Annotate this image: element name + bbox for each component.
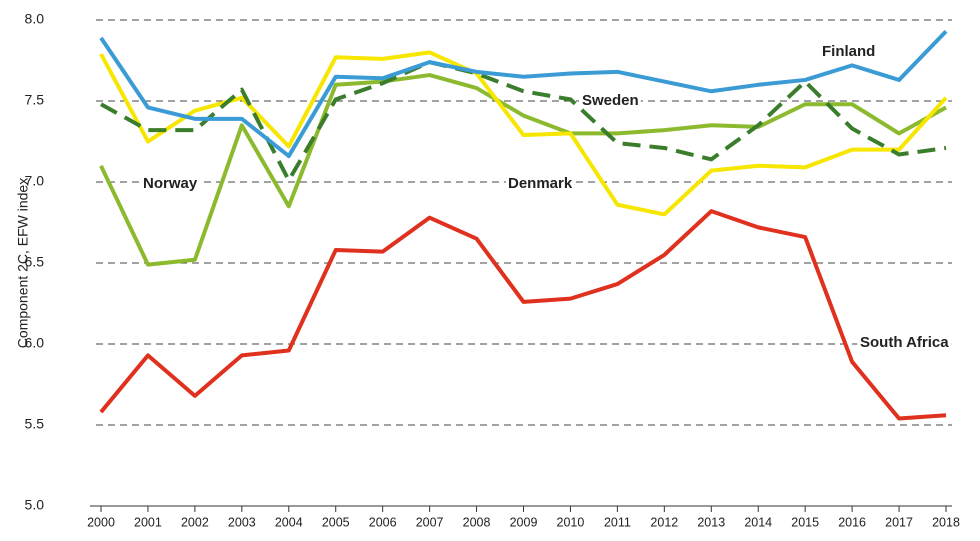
x-tick-label: 2003 [228,515,256,529]
y-tick-label: 6.0 [25,335,45,351]
x-tick-label: 2006 [369,515,397,529]
series-label: Denmark [508,175,573,192]
x-tick-label: 2005 [322,515,350,529]
x-tick-label: 2016 [838,515,866,529]
y-tick-label: 7.0 [25,173,45,189]
y-axis-label: Component 2C, EFW index [15,178,31,348]
y-tick-label: 5.5 [25,416,45,432]
series-label: Finland [822,43,875,60]
x-tick-label: 2012 [650,515,678,529]
series-label: South Africa [860,334,949,351]
x-tick-label: 2008 [463,515,491,529]
x-tick-label: 2009 [510,515,538,529]
x-tick-label: 2004 [275,515,303,529]
x-tick-label: 2018 [932,515,960,529]
x-tick-label: 2010 [557,515,585,529]
x-tick-label: 2013 [697,515,725,529]
series-label: Sweden [582,92,639,109]
series-line [99,50,948,217]
x-tick-label: 2017 [885,515,913,529]
x-tick-label: 2007 [416,515,444,529]
y-tick-label: 7.5 [25,92,45,108]
x-tick-label: 2002 [181,515,209,529]
series-line [100,60,947,183]
x-tick-label: 2000 [87,515,115,529]
y-tick-label: 8.0 [25,11,45,27]
y-tick-label: 5.0 [25,497,45,513]
x-tick-label: 2011 [604,515,631,529]
x-tick-label: 2001 [134,515,162,529]
y-tick-label: 6.5 [25,254,45,270]
series-label: Norway [143,175,198,192]
series-line [99,73,947,267]
series-line [99,29,948,159]
series-line [99,209,947,421]
x-tick-label: 2015 [791,515,819,529]
x-tick-label: 2014 [744,515,772,529]
